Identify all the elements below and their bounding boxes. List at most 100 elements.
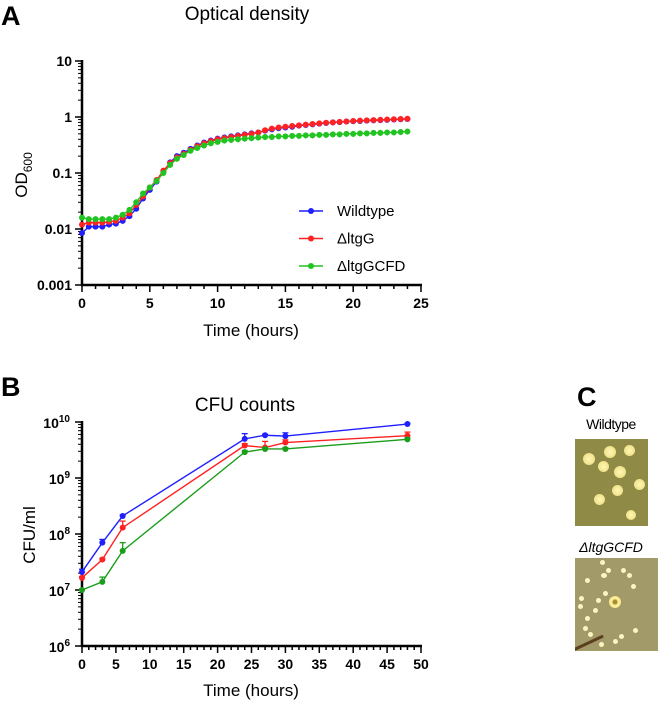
x-tick-label: 25 xyxy=(244,656,260,672)
data-point xyxy=(79,574,85,581)
data-point xyxy=(370,129,377,136)
data-point xyxy=(282,445,289,452)
data-point xyxy=(228,136,235,143)
y-tick-label: 10 xyxy=(56,53,72,69)
data-point xyxy=(295,132,302,139)
wildtype-colony-photo xyxy=(575,439,648,526)
x-tick-label: 15 xyxy=(176,656,192,672)
data-point xyxy=(282,133,289,140)
data-point xyxy=(255,129,262,136)
data-point xyxy=(397,116,404,123)
chart-a-ylabel-sub: 600 xyxy=(21,152,35,172)
data-point xyxy=(119,547,126,554)
y-tick-label: 0.001 xyxy=(37,277,72,293)
data-point xyxy=(173,155,180,162)
data-point xyxy=(119,524,126,531)
data-point xyxy=(316,131,323,138)
data-point xyxy=(404,128,411,135)
legend-label: ΔltgGCFD xyxy=(337,258,406,275)
data-point xyxy=(323,131,330,138)
data-point xyxy=(295,122,302,129)
data-point xyxy=(289,123,296,130)
data-point xyxy=(282,123,289,130)
data-point xyxy=(329,119,336,126)
data-point xyxy=(316,120,323,127)
data-point xyxy=(377,129,384,136)
data-point xyxy=(140,190,147,197)
chart-a: 0 5 10 15 20 25 0.001 0.01 0.1 1 10 xyxy=(37,53,429,311)
data-point xyxy=(309,132,316,139)
data-point xyxy=(343,118,350,125)
data-point xyxy=(106,216,113,223)
y-tick-label: 0.01 xyxy=(45,221,72,237)
data-point xyxy=(99,556,106,563)
legend-marker xyxy=(308,208,314,214)
data-point xyxy=(323,119,330,126)
chart-a-xlabel: Time (hours) xyxy=(203,321,299,340)
panel-label-a: A xyxy=(1,1,21,31)
data-point xyxy=(119,211,126,218)
data-point xyxy=(99,216,106,223)
data-point xyxy=(377,116,384,123)
y-tick-base: 10 xyxy=(49,471,65,487)
data-point xyxy=(363,130,370,137)
data-point xyxy=(207,140,214,147)
data-point xyxy=(404,115,411,122)
data-point xyxy=(302,121,309,128)
data-point xyxy=(85,216,92,223)
data-point xyxy=(79,587,85,593)
data-point xyxy=(119,512,126,519)
data-point xyxy=(404,436,411,443)
data-point xyxy=(336,118,343,125)
data-point xyxy=(390,116,397,123)
data-point xyxy=(356,130,363,137)
legend-label: ΔltgG xyxy=(337,231,375,248)
data-point xyxy=(241,135,248,142)
data-point xyxy=(309,120,316,127)
data-point xyxy=(384,129,391,136)
panel-label-b: B xyxy=(1,372,21,402)
data-point xyxy=(356,117,363,124)
x-tick-label: 45 xyxy=(379,656,395,672)
x-tick-label: 35 xyxy=(312,656,328,672)
y-tick-label: 106 xyxy=(49,638,71,655)
y-tick-label: 107 xyxy=(49,582,71,599)
data-point xyxy=(302,132,309,139)
x-tick-label: 40 xyxy=(345,656,361,672)
data-point xyxy=(390,129,397,136)
data-point xyxy=(99,539,106,546)
data-point xyxy=(268,125,275,132)
photo-label-ltggcfd: ΔltgGCFD xyxy=(579,539,643,555)
data-point xyxy=(289,132,296,139)
chart-b-xlabel: Time (hours) xyxy=(203,681,299,700)
chart-b-ylabel: CFU/ml xyxy=(20,506,39,564)
chart-a-title: Optical density xyxy=(185,4,310,25)
data-point xyxy=(384,116,391,123)
y-tick-exponent: 10 xyxy=(59,414,71,425)
x-tick-label: 5 xyxy=(146,295,154,311)
data-point xyxy=(255,134,262,141)
legend-marker xyxy=(308,263,314,269)
panel-label-c: C xyxy=(577,382,597,412)
data-point xyxy=(370,117,377,124)
x-tick-label: 5 xyxy=(112,656,120,672)
data-point xyxy=(167,161,174,168)
chart-b-title: CFU counts xyxy=(195,395,295,416)
y-tick-base: 10 xyxy=(43,415,59,431)
data-point xyxy=(214,138,221,145)
data-point xyxy=(262,133,269,140)
y-tick-label: 108 xyxy=(49,526,71,543)
x-tick-label: 0 xyxy=(78,295,86,311)
data-point xyxy=(268,133,275,140)
data-point xyxy=(194,144,201,151)
data-point xyxy=(221,137,228,144)
data-point xyxy=(350,130,357,137)
ltggcfd-colony-photo xyxy=(575,558,658,651)
data-point xyxy=(262,127,269,134)
y-tick-exponent: 7 xyxy=(64,582,70,593)
series-line xyxy=(81,438,408,591)
x-tick-label: 15 xyxy=(278,295,294,311)
x-tick-label: 25 xyxy=(413,295,429,311)
chart-a-legend: Wildtype ΔltgG ΔltgGCFD xyxy=(299,203,406,275)
